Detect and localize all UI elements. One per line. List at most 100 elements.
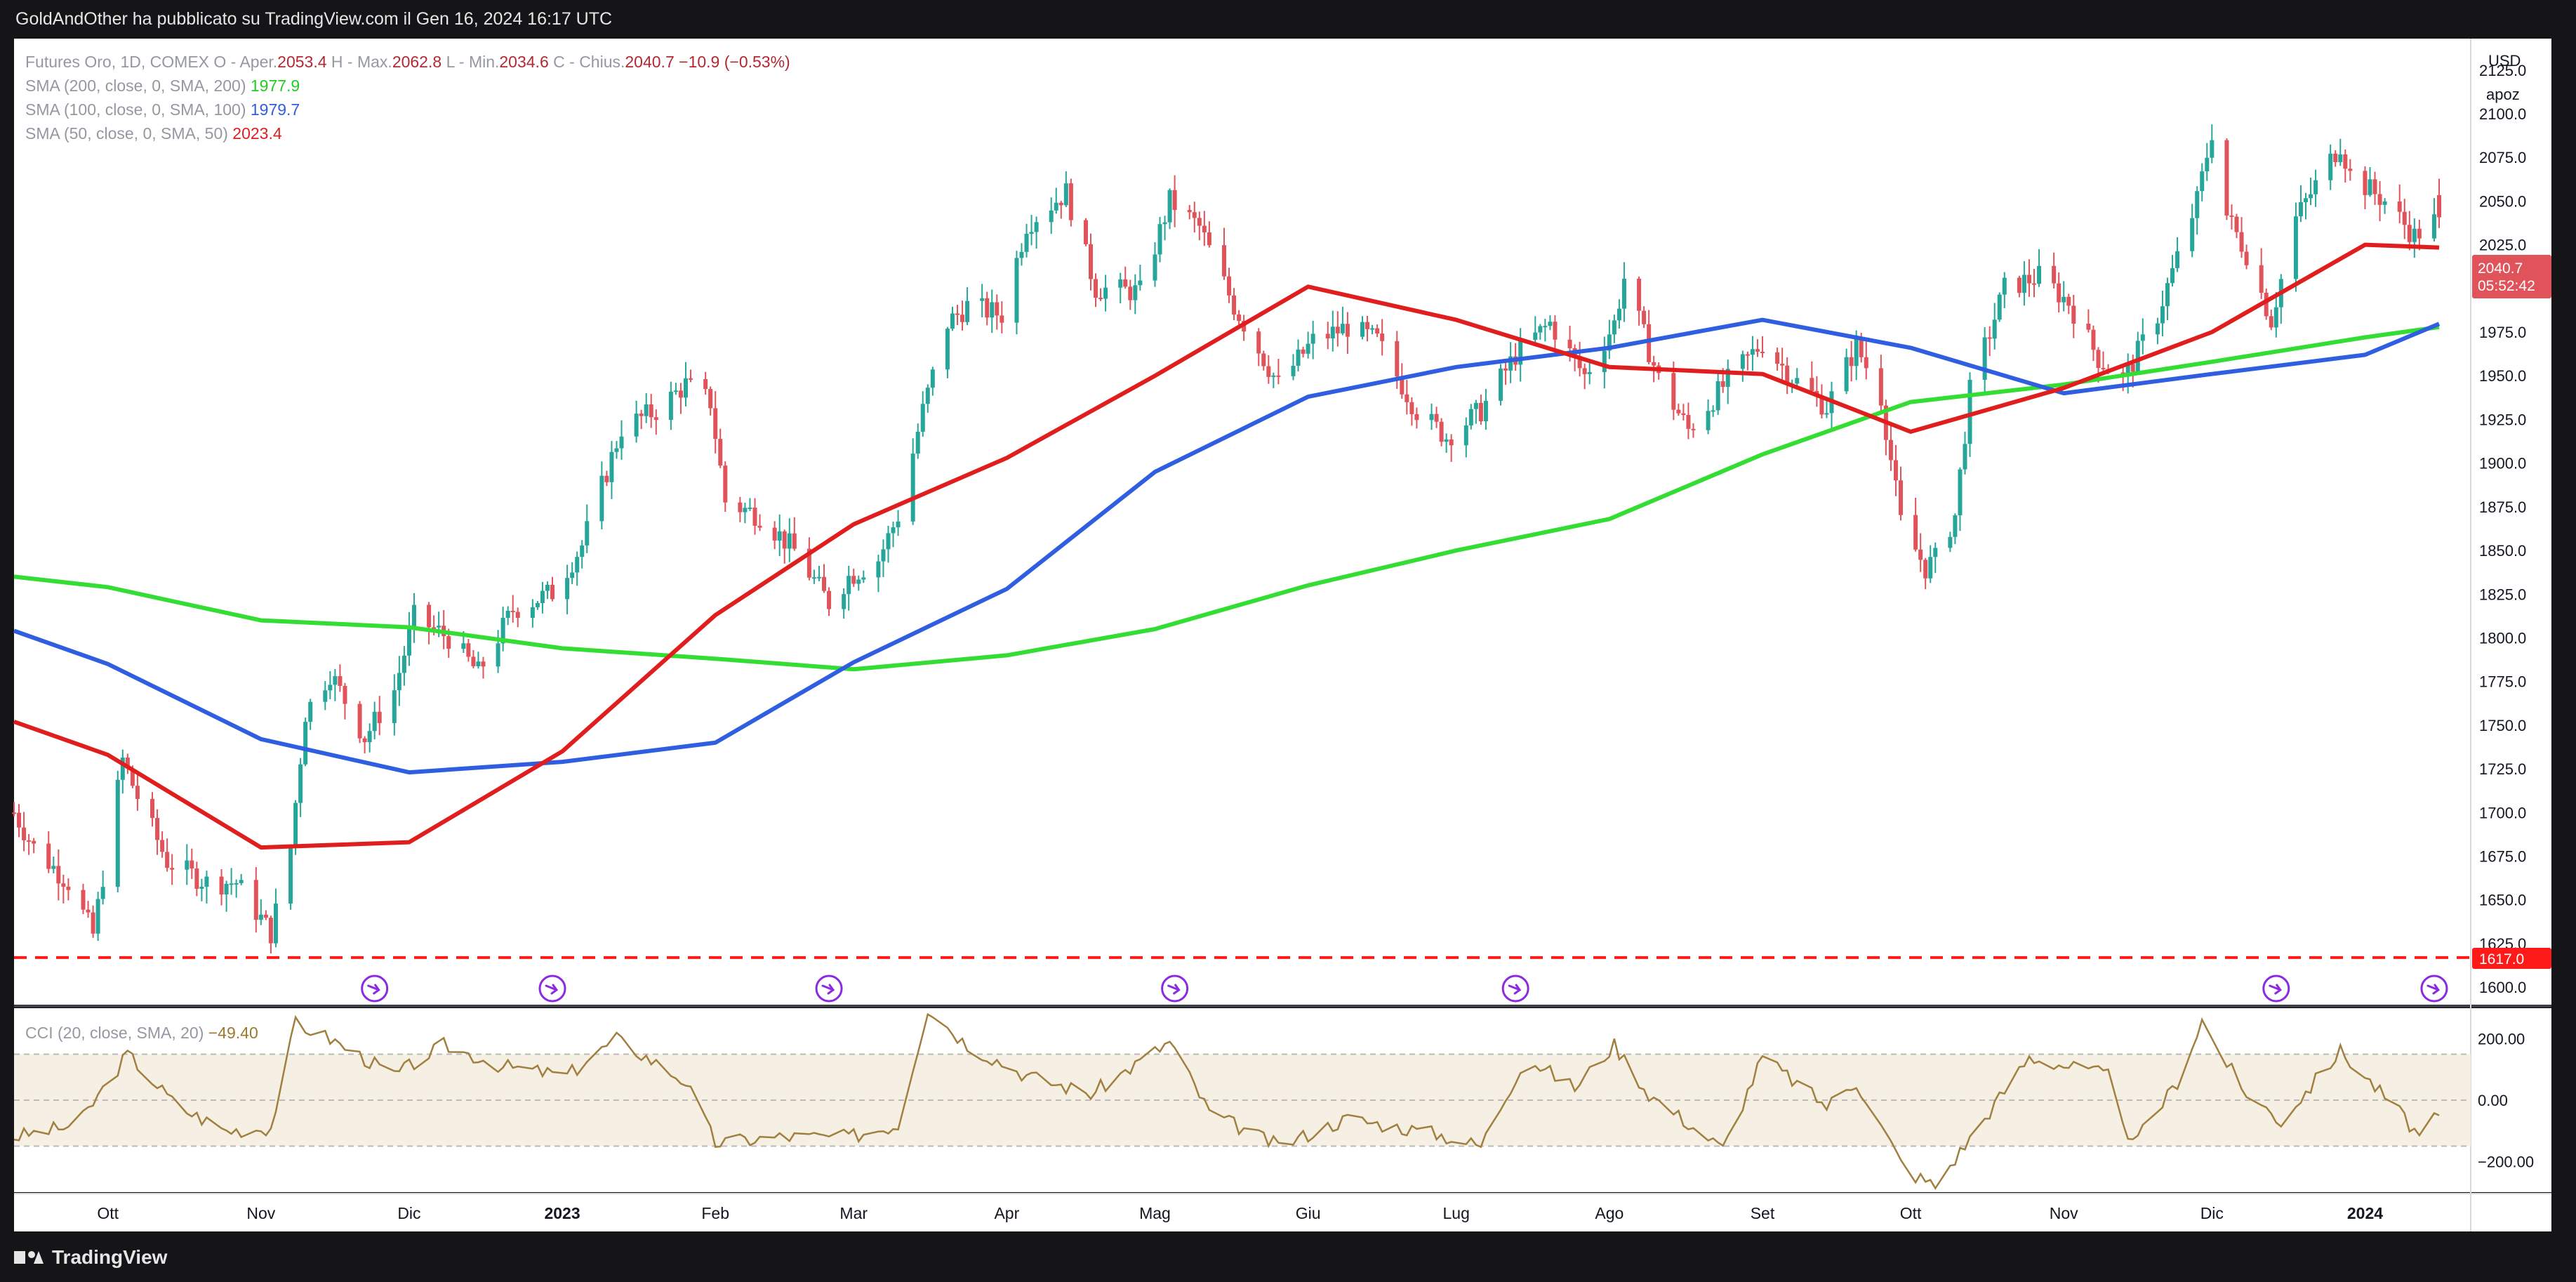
price-axis-area[interactable] <box>2471 39 2551 1005</box>
candle-body <box>1103 287 1108 299</box>
symbol-name: Futures Oro, 1D, COMEX <box>25 53 209 71</box>
bar-countdown: 05:52:42 <box>2478 278 2535 294</box>
candle-body <box>1948 536 1953 548</box>
cci-series <box>13 1012 2440 1190</box>
price-tick-label: 2075.0 <box>2479 149 2526 166</box>
candle-body <box>224 883 229 894</box>
price-legend[interactable]: Futures Oro, 1D, COMEX O - Aper.2053.4 H… <box>25 53 790 143</box>
candle-body <box>1780 364 1785 366</box>
candle-body <box>1370 328 1375 330</box>
event-markers <box>361 974 2448 1003</box>
sma50-value: 2023.4 <box>232 124 282 143</box>
candle-body <box>1878 368 1883 406</box>
candle-body <box>1982 337 1987 380</box>
candle-body <box>1711 410 1715 412</box>
candle-body <box>575 557 580 573</box>
candle-body <box>2437 194 2441 218</box>
candle-body <box>1652 362 1657 366</box>
time-axis-area[interactable] <box>14 1194 2551 1231</box>
candle-body <box>1647 324 1652 362</box>
candle-body <box>125 758 130 769</box>
last-price-badge: 2040.7 05:52:42 <box>2472 255 2551 298</box>
candle-body <box>649 404 653 418</box>
candle-body <box>2382 201 2387 205</box>
candle-body <box>1434 414 1439 422</box>
candle-body <box>1330 326 1335 338</box>
candle-body <box>1380 333 1385 341</box>
candle-body <box>1587 372 1592 374</box>
candle-body <box>2348 168 2353 171</box>
candle-body <box>609 451 614 482</box>
candle-body <box>1691 428 1696 430</box>
candle-body <box>2234 216 2239 232</box>
cci-legend[interactable]: CCI (20, close, SMA, 20) −49.40 <box>25 1024 258 1042</box>
candle-body <box>268 918 273 944</box>
event-arrow-icon <box>2269 984 2282 995</box>
candle-body <box>792 533 797 549</box>
cci-value: −49.40 <box>208 1024 258 1042</box>
candle-body <box>1409 402 1414 414</box>
tradingview-logo[interactable]: TradingView <box>14 1245 167 1269</box>
svg-text:SMA (100, close, 0, SMA, 100): SMA (100, close, 0, SMA, 100) 1979.7 <box>25 100 300 119</box>
candle-body <box>1306 343 1310 354</box>
sma200-value: 1977.9 <box>251 77 300 95</box>
candle-body <box>985 298 990 318</box>
price-tick-label: 1800.0 <box>2479 629 2526 647</box>
time-tick-label: Mar <box>839 1204 868 1222</box>
candle-body <box>481 661 486 667</box>
event-arrow-icon <box>545 984 559 995</box>
candle-body <box>1172 190 1177 211</box>
candle-body <box>1395 341 1400 377</box>
price-pane[interactable] <box>14 39 2471 1005</box>
candle-body <box>1548 322 1553 326</box>
candle-body <box>328 685 333 691</box>
candle-body <box>1227 276 1232 296</box>
candle-body <box>2309 194 2313 199</box>
candle-body <box>432 627 437 629</box>
candle-body <box>1637 278 1642 311</box>
candle-body <box>1118 279 1123 288</box>
candle-body <box>185 860 190 870</box>
candle-body <box>673 390 678 392</box>
candle-body <box>713 408 718 440</box>
sma100-value: 1979.7 <box>251 100 300 119</box>
low-value: 2034.6 <box>499 53 548 71</box>
candle-body <box>1439 421 1444 442</box>
cci-axis-area[interactable] <box>2471 1008 2551 1192</box>
candle-body <box>2397 201 2402 212</box>
candle-body <box>1098 298 1103 300</box>
candle-body <box>2086 324 2091 330</box>
candle-body <box>160 840 165 852</box>
candle-body <box>1992 319 1997 339</box>
candle-body <box>1266 366 1271 377</box>
currency-label[interactable]: USD <box>2488 52 2521 70</box>
candle-body <box>886 533 891 550</box>
candle-body <box>234 883 239 885</box>
candle-body <box>2130 364 2135 372</box>
time-tick-label: Mag <box>1139 1204 1171 1222</box>
candle-body <box>27 840 32 842</box>
candle-body <box>1365 322 1370 329</box>
price-tick-label: 1600.0 <box>2479 979 2526 996</box>
candle-body <box>718 439 723 466</box>
candle-body <box>515 612 520 619</box>
cci-axis-ticks: 200.00 0.00 −200.00 <box>2478 1031 2534 1171</box>
candle-body <box>500 618 505 644</box>
candle-body <box>2304 198 2309 202</box>
candle-body <box>2328 153 2333 180</box>
candle-body <box>155 818 160 840</box>
candle-body <box>1499 368 1503 401</box>
candle-body <box>757 525 762 528</box>
candle-body <box>881 549 886 562</box>
price-tick-label: 1750.0 <box>2479 717 2526 734</box>
candle-body <box>1854 338 1859 366</box>
candle-body <box>2125 364 2130 377</box>
candle-body <box>683 378 688 398</box>
candle-body <box>945 329 950 370</box>
candle-body <box>190 860 194 869</box>
scale-mode-label[interactable]: apoz <box>2486 86 2520 103</box>
candle-body <box>1671 373 1676 410</box>
price-tick-label: 1850.0 <box>2479 542 2526 560</box>
candle-body <box>703 378 708 390</box>
